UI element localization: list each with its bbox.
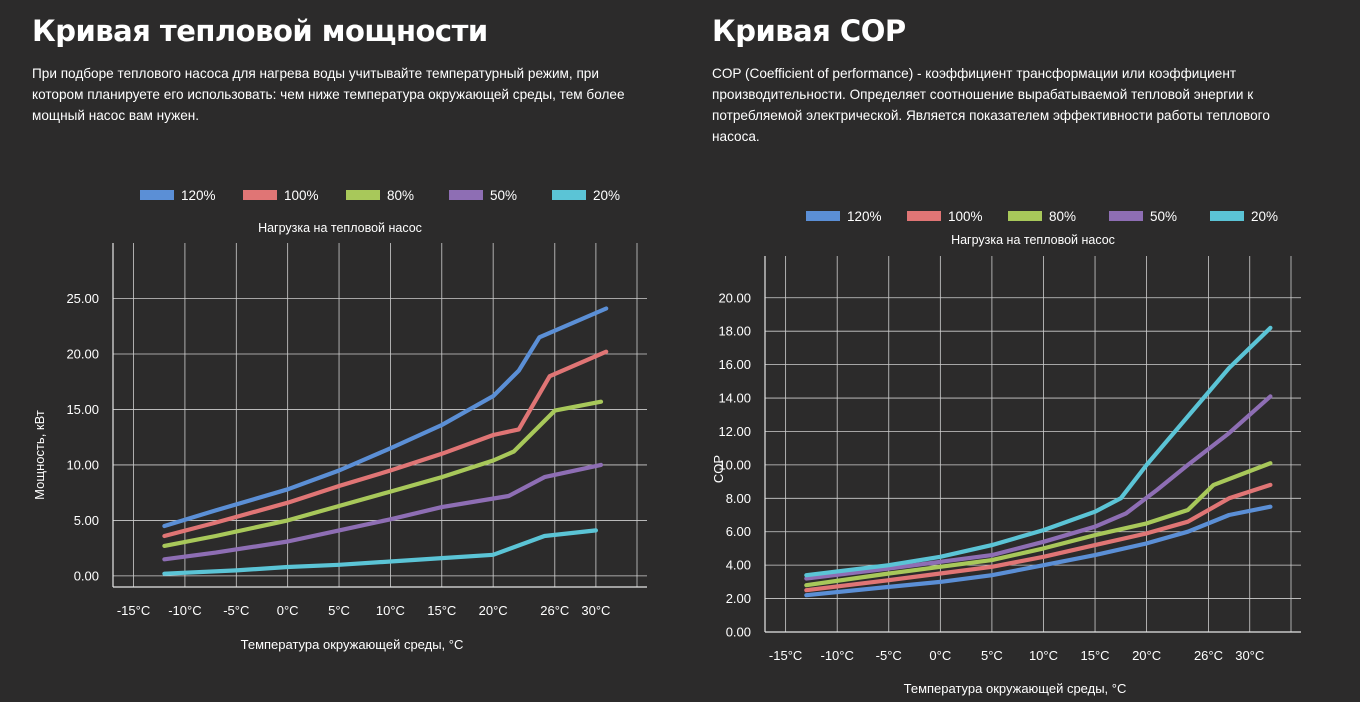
- y-tick-label: 20.00: [66, 346, 99, 361]
- x-tick-label: 26°C: [540, 603, 569, 618]
- legend-swatch-50pct: [449, 190, 483, 200]
- y-tick-label: 12.00: [718, 424, 751, 439]
- chart-title: Нагрузка на тепловой насос: [258, 221, 422, 235]
- y-tick-label: 4.00: [726, 558, 751, 573]
- x-axis-label: Температура окружающей среды, °C: [904, 681, 1127, 696]
- y-tick-label: 25.00: [66, 291, 99, 306]
- legend-swatch-100pct: [907, 211, 941, 221]
- series-line-120pct: [162, 306, 609, 529]
- y-tick-label: 14.00: [718, 391, 751, 406]
- y-tick-label: 8.00: [726, 491, 751, 506]
- y-tick-label: 2.00: [726, 591, 751, 606]
- legend-label-100pct: 100%: [284, 188, 319, 203]
- x-tick-label: 20°C: [1132, 648, 1161, 663]
- legend-label-100pct: 100%: [948, 209, 983, 224]
- cop-chart-description: COP (Coefficient of performance) - коэфф…: [712, 66, 1270, 144]
- power-chart-heading: Кривая тепловой мощности: [32, 14, 488, 48]
- chart-title: Нагрузка на тепловой насос: [951, 233, 1115, 247]
- legend-label-20pct: 20%: [1251, 209, 1278, 224]
- legend-label-80pct: 80%: [1049, 209, 1076, 224]
- x-tick-label: -5°C: [223, 603, 249, 618]
- cop-chart-heading: Кривая COP: [712, 14, 906, 48]
- y-tick-label: 6.00: [726, 524, 751, 539]
- series-line-50pct: [162, 462, 604, 562]
- y-tick-label: 5.00: [74, 513, 99, 528]
- x-tick-label: 5°C: [981, 648, 1003, 663]
- series-line-80pct: [804, 461, 1273, 588]
- legend-label-20pct: 20%: [593, 188, 620, 203]
- x-tick-label: 0°C: [929, 648, 951, 663]
- legend-swatch-100pct: [243, 190, 277, 200]
- legend-label-120pct: 120%: [181, 188, 216, 203]
- x-tick-label: -10°C: [821, 648, 854, 663]
- legend-swatch-50pct: [1109, 211, 1143, 221]
- y-tick-label: 0.00: [74, 568, 99, 583]
- legend-label-50pct: 50%: [490, 188, 517, 203]
- y-axis-label: Мощность, кВт: [32, 410, 47, 500]
- legend-label-120pct: 120%: [847, 209, 882, 224]
- legend-swatch-80pct: [1008, 211, 1042, 221]
- series-line-120pct: [804, 504, 1273, 598]
- power-chart-description: При подборе теплового насоса для нагрева…: [32, 66, 625, 123]
- y-tick-label: 10.00: [66, 457, 99, 472]
- y-tick-label: 16.00: [718, 357, 751, 372]
- x-tick-label: 30°C: [1235, 648, 1264, 663]
- y-tick-label: 0.00: [726, 625, 751, 640]
- y-axis-label: COP: [711, 455, 726, 483]
- legend-swatch-20pct: [1210, 211, 1244, 221]
- series-line-80pct: [162, 399, 604, 549]
- legend-label-80pct: 80%: [387, 188, 414, 203]
- x-tick-label: 0°C: [277, 603, 299, 618]
- legend-label-50pct: 50%: [1150, 209, 1177, 224]
- cop-panel: Кривая COP COP (Coefficient of performan…: [712, 0, 1312, 147]
- legend-swatch-120pct: [140, 190, 174, 200]
- x-tick-label: -10°C: [168, 603, 201, 618]
- power-panel: Кривая тепловой мощности При подборе теп…: [32, 0, 642, 126]
- series-line-100pct: [162, 349, 609, 539]
- series-line-20pct: [804, 325, 1273, 578]
- y-tick-label: 20.00: [718, 290, 751, 305]
- y-tick-label: 18.00: [718, 324, 751, 339]
- legend-swatch-120pct: [806, 211, 840, 221]
- legend-swatch-80pct: [346, 190, 380, 200]
- x-tick-label: 15°C: [427, 603, 456, 618]
- x-tick-label: 10°C: [1029, 648, 1058, 663]
- x-tick-label: 20°C: [479, 603, 508, 618]
- x-axis-label: Температура окружающей среды, °C: [241, 637, 464, 652]
- x-tick-label: 30°C: [581, 603, 610, 618]
- x-tick-label: 10°C: [376, 603, 405, 618]
- series-line-100pct: [804, 482, 1273, 593]
- y-tick-label: 15.00: [66, 402, 99, 417]
- series-line-50pct: [804, 394, 1273, 581]
- legend-swatch-20pct: [552, 190, 586, 200]
- x-tick-label: -5°C: [876, 648, 902, 663]
- y-tick-label: 10.00: [718, 457, 751, 472]
- x-tick-label: -15°C: [769, 648, 802, 663]
- series-line-20pct: [162, 528, 599, 576]
- x-tick-label: 15°C: [1081, 648, 1110, 663]
- x-tick-label: 26°C: [1194, 648, 1223, 663]
- x-tick-label: -15°C: [117, 603, 150, 618]
- x-tick-label: 5°C: [328, 603, 350, 618]
